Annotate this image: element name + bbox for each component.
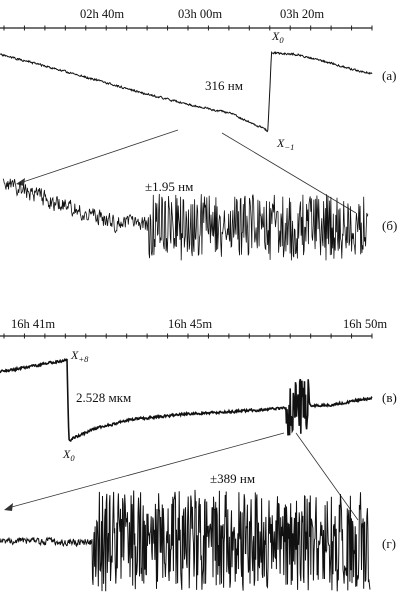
trace-c bbox=[0, 357, 373, 442]
zoom-line-a-right bbox=[221, 132, 357, 214]
panel-c-label: (в) bbox=[382, 390, 397, 405]
zoom-arrow-a bbox=[16, 178, 25, 186]
trace-b bbox=[2, 178, 369, 261]
zoom-arrow-c bbox=[4, 503, 13, 511]
bottom-tick-label-2: 16h 45m bbox=[168, 317, 212, 331]
bottom-tick-label-1: 16h 41m bbox=[11, 317, 55, 331]
step-c-before-symbol: X+8 bbox=[70, 348, 89, 364]
top-tick-label-2: 03h 00m bbox=[178, 7, 222, 21]
panel-b-label: (б) bbox=[382, 218, 397, 233]
step-a-value: 316 нм bbox=[205, 78, 243, 93]
amplitude-b: ±1.95 нм bbox=[145, 179, 193, 194]
trace-a bbox=[0, 50, 373, 133]
top-tick-label-1: 02h 40m bbox=[80, 7, 124, 21]
step-a-before-symbol: X−1 bbox=[276, 136, 294, 152]
panel-a-label: (а) bbox=[382, 68, 396, 83]
top-tick-label-3: 03h 20m bbox=[280, 7, 324, 21]
zoom-line-a-left bbox=[19, 129, 179, 184]
trace-d bbox=[0, 489, 371, 592]
panel-d-label: (г) bbox=[382, 536, 396, 551]
step-c-after-symbol: X0 bbox=[62, 447, 75, 463]
step-c-value: 2.528 мкм bbox=[76, 390, 131, 405]
step-a-after-symbol: X0 bbox=[271, 29, 284, 45]
zoom-line-c-left bbox=[7, 432, 285, 509]
amplitude-d: ±389 нм bbox=[210, 471, 255, 486]
bottom-tick-label-3: 16h 50m bbox=[343, 317, 387, 331]
zoom-line-c-right bbox=[295, 432, 359, 521]
